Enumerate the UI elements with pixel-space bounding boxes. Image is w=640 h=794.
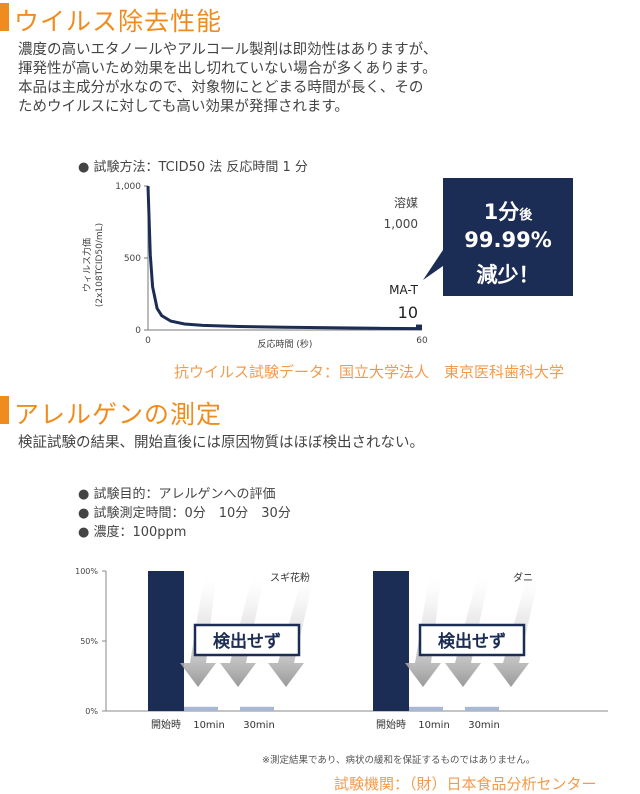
virus-paragraph-line: 濃度の高いエタノールやアルコール製剤は即効性はありますが、 [18, 42, 438, 58]
y-tick-label: 50% [80, 637, 98, 646]
virus-section-title: ウイルス除去性能 [14, 7, 223, 36]
callout-percentage: 99.99% [464, 228, 552, 252]
category-label: 30min [468, 720, 500, 731]
test-purpose: ● 試験目的：アレルゲンへの評価 [78, 487, 276, 502]
disclaimer-note: ※測定結果であり、病状の緩和を保証するものではありません。 [262, 755, 536, 766]
x-axis-label: 反応時間 (秒) [258, 338, 313, 350]
annotation-solvent-label: 溶媒 [394, 195, 418, 210]
y-axis-label: ウィルス力価 [81, 238, 93, 292]
annotation-solvent-value: 1,000 [384, 217, 418, 231]
y-tick-label: 0 [135, 326, 141, 336]
category-label: 30min [243, 720, 275, 731]
callout-time-suffix: 後 [519, 208, 533, 223]
bar-mite-1 [409, 706, 443, 711]
category-label: 開始時 [376, 718, 406, 731]
virus-data-source: 抗ウイルス試験データ：国立大学法人 東京医科歯科大学 [174, 363, 565, 381]
annotation-mat-value: 10 [398, 303, 418, 322]
category-label: 10min [418, 720, 450, 731]
y-tick-label: 0% [85, 707, 98, 716]
allergen-section-title: アレルゲンの測定 [14, 400, 223, 429]
chart-title: スギ花粉 [270, 571, 310, 584]
section-marker [0, 396, 9, 424]
y-tick-label: 500 [124, 254, 141, 264]
virus-paragraph-line: 本品は主成分が水なので、対象物にとどまる時間が長く、その [18, 80, 424, 96]
annotation-mat-label: MA-T [389, 283, 419, 297]
end-value-bar [416, 324, 422, 330]
virus-paragraph-line: ためウイルスに対しても高い効果が発揮されます。 [18, 99, 349, 115]
bar-cedar-2 [240, 706, 274, 711]
callout-time: 1分 [483, 200, 520, 224]
chart-title: ダニ [513, 571, 533, 584]
series-line-mat [146, 185, 423, 331]
bar-mite-0 [373, 571, 409, 711]
y-tick-label: 1,000 [115, 182, 141, 192]
virus-line-chart: 0 500 1,000 0 60 ウィルス力価 (2x108TCID50/mL) 反応… [81, 182, 428, 350]
virus-paragraph-line: 揮発性が高いため効果を出し切れていない場合が多くあります。 [18, 61, 437, 77]
not-detected-box [193, 623, 301, 657]
bar-cedar-0 [148, 571, 184, 711]
allergen-paragraph: 検証試験の結果、開始直後には原因物質はほぼ検出されない。 [18, 435, 424, 451]
section-marker [0, 3, 9, 31]
category-label: 10min [193, 720, 225, 731]
callout-box [423, 178, 573, 296]
not-detected-box [418, 623, 526, 657]
y-tick-label: 100% [75, 567, 98, 576]
callout-line-1: 1分後 [443, 196, 573, 226]
test-times: ● 試験測定時間：0分 10分 30分 [78, 506, 291, 521]
test-method: ● 試験方法：TCID50 法 反応時間 1 分 [78, 160, 308, 175]
callout-reduction: 減少！ [476, 263, 540, 287]
allergen-bar-charts: 0% 50% 100% 検出せず 検出せず 開始時 10min 30min 開始時 10min… [75, 567, 608, 731]
not-detected-label: 検出せず [438, 631, 506, 652]
bar-cedar-1 [184, 706, 218, 711]
x-tick-label: 0 [145, 336, 151, 346]
y-axis-label-unit: (2x108TCID50/mL) [95, 223, 105, 307]
bar-mite-2 [465, 706, 499, 711]
allergen-data-source: 試験機関：（財）日本食品分析センター [334, 775, 597, 793]
not-detected-label: 検出せず [213, 631, 281, 652]
category-label: 開始時 [151, 718, 181, 731]
test-concentration: ● 濃度：100ppm [78, 525, 187, 540]
x-tick-label: 60 [416, 336, 428, 346]
